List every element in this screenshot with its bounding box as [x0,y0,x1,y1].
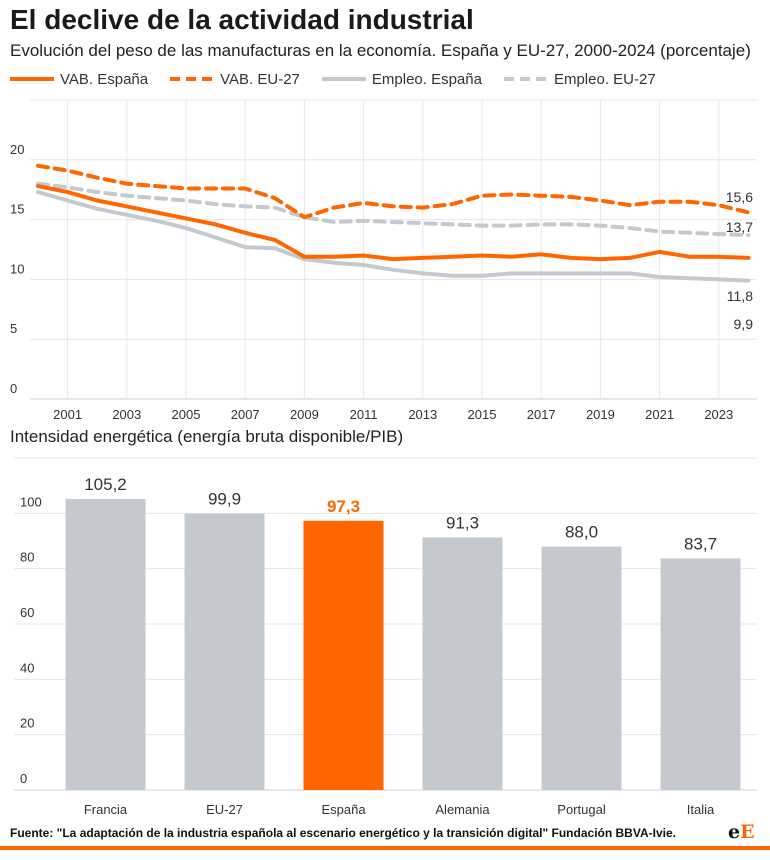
category-label: Portugal [557,802,606,817]
bar-alemania [422,537,503,790]
legend-swatch-empleo-espana [321,77,366,81]
x-tick-label: 2003 [112,407,141,422]
end-value-label-1: 13,7 [726,219,753,235]
legend-label-empleo-espana: Empleo. España [371,70,482,88]
bar-value-label: 105,2 [84,475,127,494]
x-tick-label: 2015 [468,407,497,422]
end-value-label-2: 15,6 [726,189,753,205]
bar-value-label: 97,3 [327,497,360,516]
bar-españa [303,520,384,790]
x-tick-label: 2021 [645,407,674,422]
chart-title: El declive de la actividad industrial [10,4,474,35]
publisher-logo: eE [728,821,755,843]
legend-swatch-vab-eu27 [170,77,215,81]
bar-francia [65,498,146,790]
bar-chart: 0 20 40 60 80 100 120 105,2 Francia 99,9 EU-27 97,3… [14,452,757,817]
legend-swatch-empleo-eu27 [503,77,548,81]
category-label: Francia [84,802,128,817]
y-tick-label: 80 [20,550,34,565]
end-value-label-0: 9,9 [734,316,754,332]
y-tick-label: 20 [10,142,24,157]
x-tick-label: 2011 [350,407,378,422]
bar-italia [660,558,741,790]
legend-label-vab-eu27: VAB. EU-27 [220,70,300,88]
y-tick-label: 100 [20,494,42,509]
y-tick-label: 60 [20,605,34,620]
category-label: Italia [687,802,715,817]
x-tick-label: 2017 [527,407,556,422]
y-tick-label: 0 [20,771,27,786]
y-tick-label: 20 [20,716,34,731]
y-tick-label: 120 [20,452,42,454]
x-tick-label: 2009 [290,407,319,422]
y-tick-label: 25 [10,95,24,97]
y-tick-label: 15 [10,202,24,217]
x-tick-label: 2023 [704,407,733,422]
y-tick-label: 0 [10,381,17,396]
end-value-label-3: 11,8 [727,288,753,304]
y-tick-label: 5 [10,321,17,336]
bar-portugal [541,546,622,790]
category-label: EU-27 [206,802,243,817]
legend-item-empleo-eu27: Empleo. EU-27 [503,70,656,88]
bar-value-label: 99,9 [208,490,241,509]
bar-value-label: 83,7 [684,534,717,553]
logo-letter-e: e [728,821,741,843]
bottom-rule [0,846,770,850]
source-footer: Fuente: "La adaptación de la industria e… [10,826,676,840]
line-legend: VAB. España VAB. EU-27 Empleo. España Em… [10,68,678,90]
x-tick-label: 2019 [586,407,615,422]
bar-chart-subtitle: Intensidad energética (energía bruta dis… [10,427,404,446]
legend-item-empleo-espana: Empleo. España [321,70,482,88]
series-line-2 [36,163,751,220]
x-tick-label: 2007 [231,407,260,422]
bar-value-label: 91,3 [446,513,479,532]
bar-eu-27 [184,513,265,790]
legend-item-vab-eu27: VAB. EU-27 [170,71,300,88]
legend-item-vab-espana: VAB. España [10,71,148,88]
category-label: Alemania [435,802,490,817]
logo-letter-big-e: E [740,821,755,843]
bar-value-label: 88,0 [565,523,598,542]
series-line-0 [36,190,751,283]
legend-label-vab-espana: VAB. España [60,70,149,88]
series-line-3 [36,184,751,262]
y-tick-label: 10 [10,261,24,276]
x-tick-label: 2013 [408,407,437,422]
x-tick-label: 2005 [172,407,201,422]
x-tick-label: 2001 [53,407,82,422]
legend-label-empleo-eu27: Empleo. EU-27 [553,70,656,88]
line-chart: 0 5 10 15 20 25 2001 2003 2005 2007 2009 2011 2013 20… [10,95,757,422]
y-tick-label: 40 [20,660,34,675]
category-label: España [321,802,366,817]
line-chart-subtitle: Evolución del peso de las manufacturas e… [10,41,751,60]
legend-swatch-vab-espana [10,77,54,81]
series-line-1 [36,181,751,238]
